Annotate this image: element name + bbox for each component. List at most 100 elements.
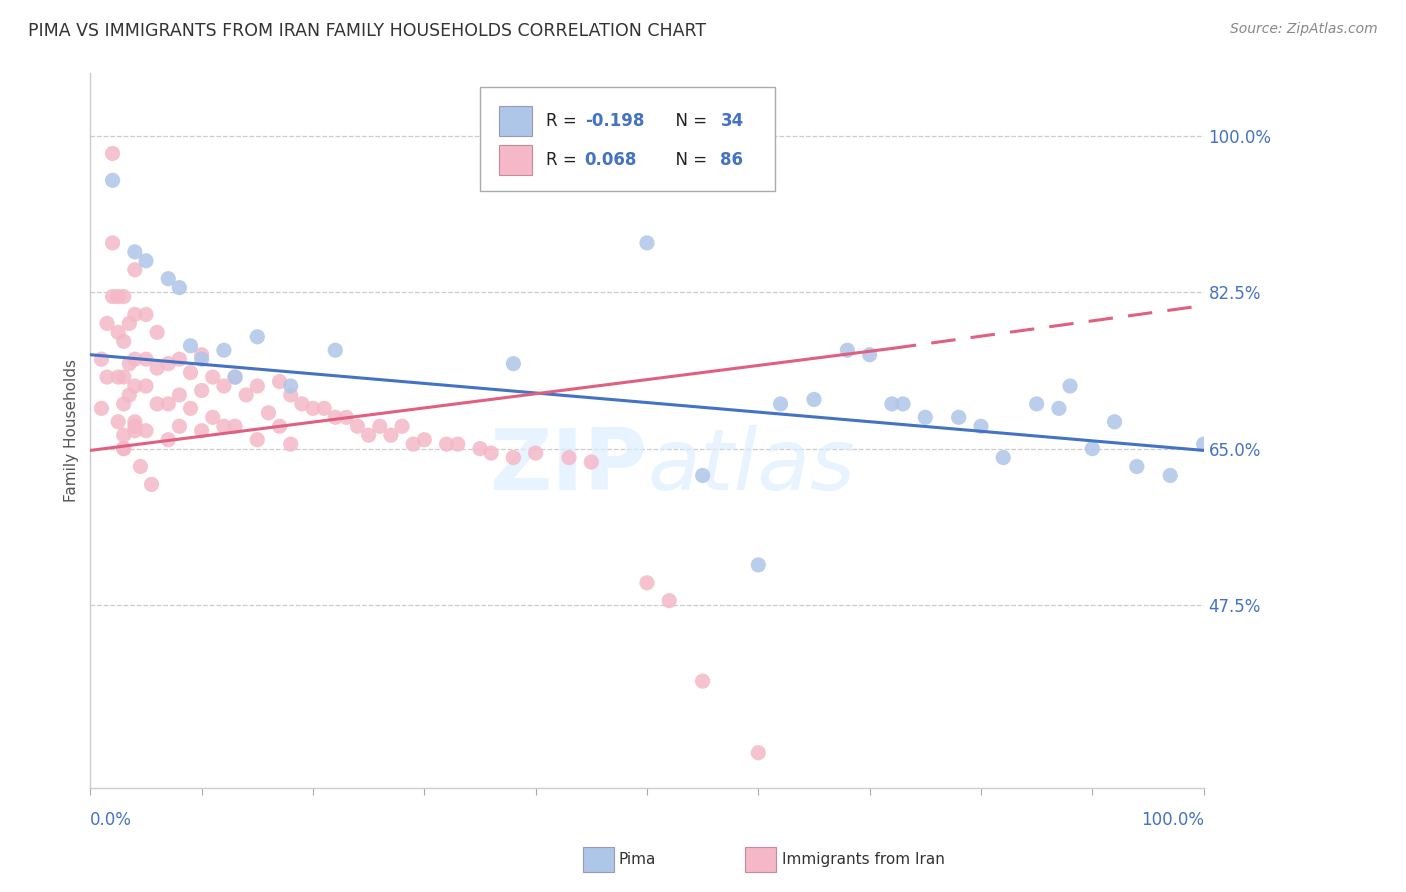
Point <box>112 428 135 442</box>
Point <box>368 419 391 434</box>
Point <box>837 343 859 358</box>
Point <box>335 410 357 425</box>
Text: Source: ZipAtlas.com: Source: ZipAtlas.com <box>1230 22 1378 37</box>
Point <box>124 262 146 277</box>
Point <box>180 366 202 380</box>
Point <box>323 410 346 425</box>
Point <box>90 401 112 416</box>
Point <box>1081 442 1104 456</box>
Text: ZIP: ZIP <box>489 425 647 508</box>
Point <box>1047 401 1070 416</box>
Point <box>124 419 146 434</box>
Point <box>90 352 112 367</box>
Point <box>169 280 191 294</box>
Point <box>246 433 269 447</box>
Point <box>107 415 129 429</box>
Point <box>124 424 146 438</box>
Text: atlas: atlas <box>647 425 855 508</box>
Point <box>891 397 914 411</box>
Point <box>190 348 212 362</box>
Point <box>357 428 380 442</box>
FancyBboxPatch shape <box>499 145 533 175</box>
Point <box>118 357 141 371</box>
Point <box>96 317 118 331</box>
Point <box>859 348 882 362</box>
Point <box>468 442 491 456</box>
Point <box>1025 397 1047 411</box>
Point <box>224 370 246 384</box>
Point <box>135 379 157 393</box>
Point <box>636 575 658 590</box>
Point <box>124 415 146 429</box>
Point <box>224 370 246 384</box>
Point <box>1159 468 1181 483</box>
Point <box>436 437 458 451</box>
Point <box>803 392 825 407</box>
Point <box>118 317 141 331</box>
Point <box>1059 379 1081 393</box>
Text: 0.0%: 0.0% <box>90 811 132 829</box>
Point <box>314 401 336 416</box>
Point <box>157 397 180 411</box>
Point <box>112 397 135 411</box>
Point <box>235 388 257 402</box>
Point <box>112 442 135 456</box>
Point <box>914 410 936 425</box>
Point <box>658 593 681 607</box>
FancyBboxPatch shape <box>499 106 533 136</box>
Point <box>169 352 191 367</box>
Point <box>124 379 146 393</box>
Point <box>169 419 191 434</box>
Point <box>124 244 146 259</box>
Point <box>135 424 157 438</box>
Point <box>101 146 124 161</box>
Point <box>993 450 1015 465</box>
Point <box>146 361 169 376</box>
Point <box>124 308 146 322</box>
Point <box>96 370 118 384</box>
Point <box>201 410 224 425</box>
Point <box>970 419 993 434</box>
Point <box>169 388 191 402</box>
Point <box>141 477 163 491</box>
Point <box>212 379 235 393</box>
Point <box>101 235 124 250</box>
Point <box>146 397 169 411</box>
Point <box>190 352 212 367</box>
Point <box>346 419 368 434</box>
Point <box>280 388 302 402</box>
Point <box>692 468 714 483</box>
Point <box>146 326 169 340</box>
Point <box>1126 459 1149 474</box>
Point <box>157 357 180 371</box>
Point <box>224 419 246 434</box>
Text: Immigrants from Iran: Immigrants from Iran <box>782 853 945 867</box>
Point <box>180 339 202 353</box>
Point <box>190 384 212 398</box>
Point <box>212 419 235 434</box>
Text: 100.0%: 100.0% <box>1140 811 1204 829</box>
Point <box>880 397 903 411</box>
Point <box>257 406 280 420</box>
Text: 0.068: 0.068 <box>585 151 637 169</box>
Point <box>135 253 157 268</box>
Text: N =: N = <box>665 151 713 169</box>
Point <box>747 558 769 572</box>
Point <box>302 401 325 416</box>
Text: -0.198: -0.198 <box>585 112 644 130</box>
Point <box>246 330 269 344</box>
Point <box>948 410 970 425</box>
Text: R =: R = <box>546 151 582 169</box>
Point <box>769 397 792 411</box>
Point <box>558 450 581 465</box>
Point <box>112 442 135 456</box>
Point <box>524 446 547 460</box>
Point <box>502 357 524 371</box>
Point <box>269 375 291 389</box>
Text: N =: N = <box>665 112 713 130</box>
Point <box>201 370 224 384</box>
Point <box>447 437 470 451</box>
Point <box>291 397 314 411</box>
Point <box>101 289 124 303</box>
Text: 34: 34 <box>720 112 744 130</box>
